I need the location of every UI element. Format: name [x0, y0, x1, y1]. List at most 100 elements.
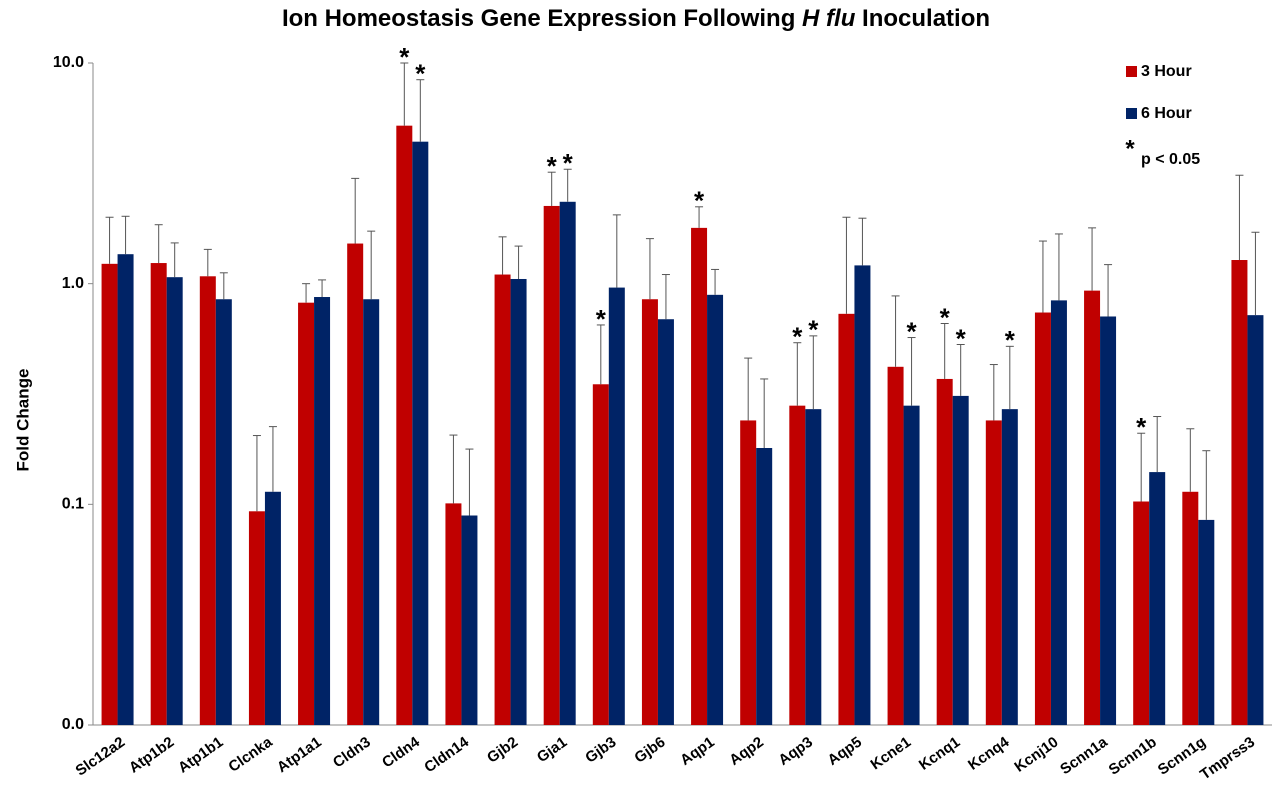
bar [347, 243, 364, 725]
bar [1231, 260, 1248, 725]
bar [199, 276, 216, 725]
y-tick-label: 1.0 [62, 275, 84, 292]
x-tick-label: Cldn4 [379, 733, 423, 771]
bar [1198, 519, 1215, 725]
legend-marker: * [1125, 135, 1135, 162]
bar [691, 227, 708, 726]
bar [903, 405, 920, 725]
bar [461, 515, 478, 725]
significance-marker: * [792, 322, 803, 352]
x-tick-label: Clcnka [225, 733, 276, 776]
significance-marker: * [956, 323, 967, 353]
bar [756, 448, 773, 725]
x-tick-label: Gjb2 [484, 734, 521, 767]
title-part: Ion Homeostasis Gene Expression Followin… [282, 5, 802, 32]
bar [707, 294, 724, 725]
x-tick-label: Gja1 [534, 734, 570, 767]
x-tick-label: Gjb6 [631, 734, 668, 767]
bar [363, 299, 380, 725]
y-axis-label: Fold Change [13, 369, 32, 472]
bar [510, 278, 527, 725]
bar [1034, 312, 1051, 725]
legend-label: 6 Hour [1141, 105, 1192, 122]
chart-title: Ion Homeostasis Gene Expression Followin… [282, 5, 990, 32]
x-tick-label: Aqp5 [825, 734, 865, 769]
legend-note: p < 0.05 [1141, 151, 1200, 168]
legend-swatch [1126, 66, 1137, 77]
x-tick-label: Atp1b2 [126, 734, 177, 777]
y-tick-label: 0.0 [62, 716, 84, 733]
bar [559, 201, 576, 725]
significance-marker: * [1005, 325, 1016, 355]
legend-label: 3 Hour [1141, 63, 1192, 80]
x-tick-label: Kcnq1 [916, 734, 963, 774]
x-tick-label: Atp1a1 [274, 734, 325, 777]
title-part: Inoculation [855, 5, 990, 32]
bar [543, 205, 560, 725]
bar [1247, 315, 1264, 725]
bar [1001, 409, 1018, 725]
bar [789, 405, 806, 725]
bar [396, 125, 413, 726]
x-tick-label: Tmprss3 [1197, 734, 1258, 784]
x-tick-label: Atp1b1 [175, 734, 226, 777]
bar [641, 299, 658, 725]
bar [314, 297, 331, 725]
bar [657, 319, 674, 725]
bar [117, 254, 134, 725]
bar [592, 384, 609, 725]
y-tick-label: 10.0 [53, 54, 84, 71]
significance-marker: * [808, 315, 819, 345]
significance-marker: * [1136, 412, 1147, 442]
bar [952, 395, 969, 725]
significance-marker: * [694, 186, 705, 216]
bar [805, 409, 822, 725]
significance-marker: * [415, 59, 426, 89]
significance-marker: * [596, 304, 607, 334]
bar [445, 503, 462, 725]
bar [1182, 491, 1199, 725]
legend-swatch [1126, 108, 1137, 119]
significance-marker: * [563, 148, 574, 178]
x-tick-label: Aqp2 [726, 734, 766, 769]
x-tick-label: Scnn1a [1057, 733, 1111, 778]
significance-marker: * [940, 302, 951, 332]
bar [298, 302, 315, 725]
bar [1133, 501, 1150, 725]
bar [412, 141, 429, 726]
bar [494, 274, 511, 725]
bar [936, 378, 953, 725]
bar [1050, 300, 1067, 725]
bar [101, 263, 118, 725]
significance-marker: * [547, 151, 558, 181]
bar [150, 263, 167, 725]
significance-marker: * [399, 42, 410, 72]
bar [215, 299, 232, 725]
x-tick-label: Kcne1 [867, 734, 914, 774]
bar [740, 420, 757, 725]
x-tick-label: Kcnj10 [1011, 734, 1061, 776]
bar [1149, 472, 1166, 725]
bar [838, 313, 855, 725]
x-tick-label: Slc12a2 [73, 734, 129, 780]
title-part: H flu [802, 5, 856, 32]
bar [854, 265, 871, 725]
bar [248, 511, 265, 725]
bar [887, 366, 904, 725]
x-tick-label: Cldn14 [421, 733, 472, 776]
bar [608, 287, 625, 725]
x-tick-label: Cldn3 [330, 734, 374, 772]
x-tick-label: Gjb3 [582, 734, 619, 767]
x-tick-label: Aqp1 [677, 734, 717, 769]
bar [166, 277, 183, 725]
x-tick-label: Scnn1b [1106, 734, 1160, 779]
bar [985, 420, 1002, 725]
bar [1100, 316, 1117, 725]
bar [264, 491, 281, 725]
x-tick-label: Kcnq4 [965, 733, 1013, 774]
x-tick-label: Aqp3 [775, 734, 815, 769]
significance-marker: * [907, 316, 918, 346]
y-tick-label: 0.1 [62, 496, 84, 513]
bar [1084, 290, 1101, 725]
